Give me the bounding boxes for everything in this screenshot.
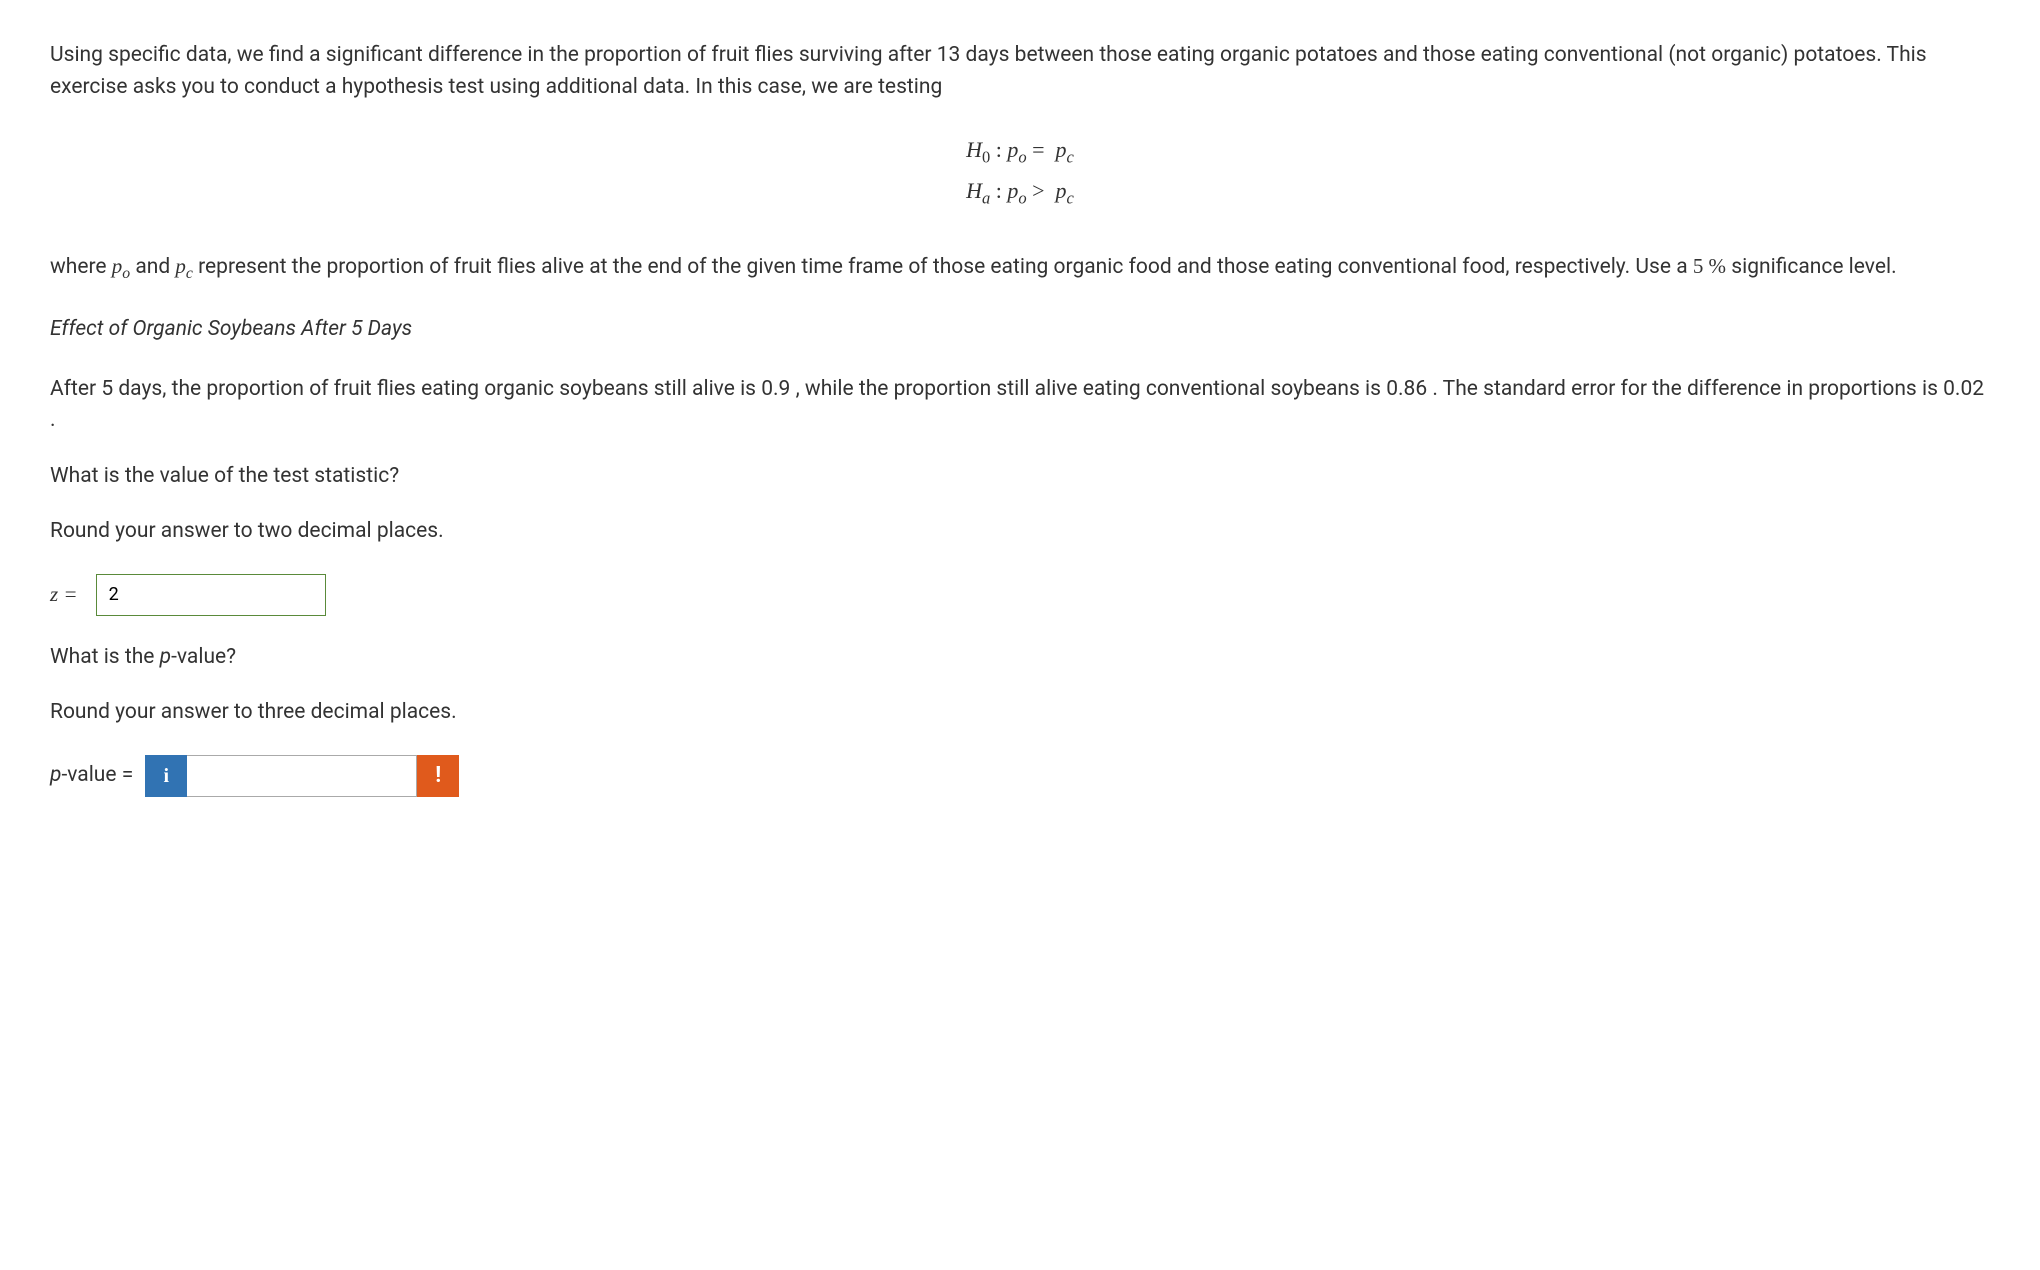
question-2-round: Round your answer to three decimal place…	[50, 697, 1990, 729]
where-po-p: p	[112, 254, 123, 278]
q2-prefix: What is the	[50, 645, 160, 669]
p-value-label: p-value =	[50, 760, 133, 792]
z-input-row: z =	[50, 574, 1990, 616]
q2-suffix: -value?	[171, 645, 236, 669]
q2-p-italic: p	[160, 645, 171, 669]
question-2: What is the p-value?	[50, 642, 1990, 674]
z-input[interactable]	[96, 574, 326, 616]
info-icon[interactable]: i	[145, 755, 187, 797]
question-1-round: Round your answer to two decimal places.	[50, 516, 1990, 548]
h0-h: H	[966, 137, 982, 162]
ha-gt: >	[1027, 178, 1050, 203]
h0-pc-p: p	[1056, 137, 1067, 162]
ha-pc-p: p	[1056, 178, 1067, 203]
where-pc-sub: c	[186, 265, 193, 282]
p-value-input[interactable]	[187, 755, 417, 797]
hypotheses-block: H0 : po = pc Ha : po > pc	[50, 133, 1990, 211]
p-value-rest: -value =	[61, 763, 133, 787]
ha-h: H	[966, 178, 982, 203]
intro-paragraph: Using specific data, we find a significa…	[50, 40, 1990, 103]
percent-symbol: %	[1709, 254, 1727, 278]
alt-hypothesis: Ha : po > pc	[50, 174, 1990, 211]
where-pc-p: p	[175, 254, 186, 278]
sig-suffix: significance level.	[1726, 255, 1897, 279]
ha-po-p: p	[1007, 178, 1018, 203]
h0-pc-sub: c	[1067, 147, 1074, 166]
h0-po-p: p	[1007, 137, 1018, 162]
z-label: z =	[50, 579, 78, 611]
where-paragraph: where po and pc represent the proportion…	[50, 251, 1990, 286]
h0-sub: 0	[982, 147, 990, 166]
where-po-sub: o	[122, 265, 130, 282]
p-value-input-row: p-value = i !	[50, 755, 1990, 797]
ha-pc-sub: c	[1067, 189, 1074, 208]
section-title: Effect of Organic Soybeans After 5 Days	[50, 314, 1990, 346]
ha-po-sub: o	[1018, 189, 1026, 208]
warning-icon[interactable]: !	[417, 755, 459, 797]
sig-level: 5	[1693, 254, 1704, 278]
h0-colon: :	[990, 137, 1007, 162]
ha-colon: :	[990, 178, 1007, 203]
where-and: and	[130, 255, 175, 279]
question-1: What is the value of the test statistic?	[50, 461, 1990, 493]
where-rest: represent the proportion of fruit flies …	[193, 255, 1693, 279]
p-value-p-italic: p	[50, 763, 61, 787]
null-hypothesis: H0 : po = pc	[50, 133, 1990, 170]
data-paragraph: After 5 days, the proportion of fruit fl…	[50, 374, 1990, 437]
h0-eq: =	[1027, 137, 1050, 162]
where-prefix: where	[50, 255, 112, 279]
ha-sub: a	[982, 189, 990, 208]
h0-po-sub: o	[1018, 147, 1026, 166]
